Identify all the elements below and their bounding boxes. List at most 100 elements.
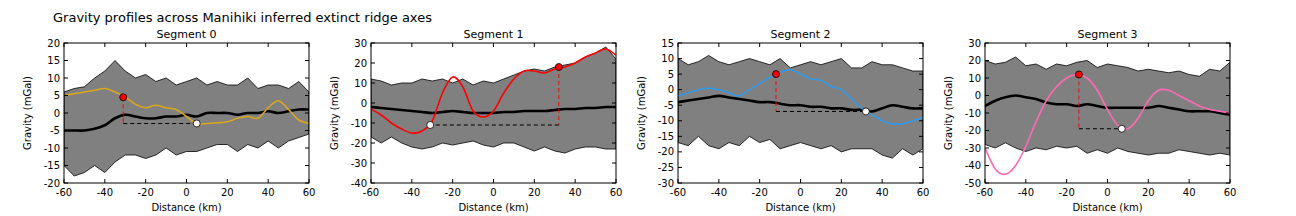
y-tick-label: -40 — [351, 178, 367, 189]
x-tick-label: 0 — [797, 187, 803, 198]
y-tick-label: 20 — [354, 58, 367, 69]
x-tick — [718, 43, 719, 47]
plot-area — [985, 57, 1230, 174]
y-tick — [64, 148, 68, 149]
y-tick-label: 15 — [47, 55, 60, 66]
subplot-title: Segment 3 — [1078, 28, 1138, 41]
y-tick-label: 0 — [54, 108, 60, 119]
x-tick — [800, 43, 801, 47]
y-tick — [919, 43, 923, 44]
subplot-title: Segment 0 — [157, 28, 217, 41]
x-tick — [1230, 43, 1231, 47]
x-tick-label: -40 — [97, 187, 113, 198]
y-tick-label: -10 — [965, 108, 981, 119]
x-tick — [411, 179, 412, 183]
x-tick — [1025, 43, 1026, 47]
peak-drop-line — [1078, 75, 1079, 129]
y-tick — [64, 113, 68, 114]
x-tick — [882, 179, 883, 183]
y-tick — [678, 183, 682, 184]
y-tick-label: -30 — [658, 178, 674, 189]
y-tick-label: -40 — [965, 160, 981, 171]
x-tick-label: -20 — [444, 187, 460, 198]
y-tick-label: 30 — [354, 38, 367, 49]
x-tick — [493, 179, 494, 183]
y-tick — [1226, 78, 1230, 79]
y-tick — [678, 58, 682, 59]
y-tick — [64, 165, 68, 166]
y-tick — [612, 123, 616, 124]
x-tick — [616, 43, 617, 47]
y-tick — [919, 136, 923, 137]
mean-line — [678, 96, 923, 112]
y-tick — [1226, 95, 1230, 96]
x-tick-label: 60 — [610, 187, 623, 198]
y-tick — [64, 183, 68, 184]
plot-area — [678, 55, 923, 158]
x-tick-label: -60 — [977, 187, 993, 198]
x-tick-label: 20 — [528, 187, 541, 198]
plot-area — [64, 61, 309, 177]
y-tick-label: 20 — [968, 55, 981, 66]
x-tick-label: 20 — [1142, 187, 1155, 198]
plot-area — [371, 47, 616, 153]
x-tick — [678, 179, 679, 183]
y-tick — [678, 151, 682, 152]
x-tick — [678, 43, 679, 47]
y-tick — [985, 43, 989, 44]
x-tick — [923, 179, 924, 183]
envelope-band — [371, 47, 616, 153]
y-tick-label: 10 — [47, 73, 60, 84]
x-tick-label: -20 — [1058, 187, 1074, 198]
x-tick — [575, 43, 576, 47]
x-tick-label: -60 — [56, 187, 72, 198]
peak-marker — [555, 64, 562, 71]
y-tick — [371, 83, 375, 84]
trough-marker — [862, 108, 869, 115]
peak-drop-line — [123, 97, 124, 123]
x-tick — [534, 43, 535, 47]
x-tick-label: -20 — [137, 187, 153, 198]
x-tick — [145, 179, 146, 183]
y-tick — [371, 63, 375, 64]
y-tick — [985, 60, 989, 61]
x-tick — [759, 43, 760, 47]
x-tick — [104, 43, 105, 47]
y-tick — [371, 103, 375, 104]
y-tick — [678, 105, 682, 106]
trough-level-line — [123, 123, 196, 124]
x-tick-label: 20 — [221, 187, 234, 198]
x-axis-label: Distance (km) — [1072, 202, 1142, 213]
x-tick — [1066, 43, 1067, 47]
y-tick — [985, 183, 989, 184]
y-tick — [985, 148, 989, 149]
x-tick-label: 0 — [490, 187, 496, 198]
x-tick-label: -40 — [711, 187, 727, 198]
y-axis-label: Gravity (mGal) — [329, 76, 340, 150]
y-tick — [305, 183, 309, 184]
x-tick-label: 60 — [917, 187, 930, 198]
x-tick — [186, 43, 187, 47]
trough-level-line — [1079, 128, 1122, 129]
x-axis-label: Distance (km) — [458, 202, 528, 213]
y-tick-label: -5 — [664, 100, 674, 111]
y-tick — [371, 43, 375, 44]
x-tick — [1189, 179, 1190, 183]
y-tick — [305, 165, 309, 166]
y-tick — [1226, 60, 1230, 61]
axes-frame — [64, 43, 309, 183]
y-tick — [64, 95, 68, 96]
y-tick — [305, 130, 309, 131]
x-tick — [923, 43, 924, 47]
x-tick — [1148, 43, 1149, 47]
y-tick — [919, 89, 923, 90]
suptitle: Gravity profiles across Manihiki inferre… — [53, 10, 432, 25]
profile-line — [985, 75, 1230, 175]
x-tick-label: 40 — [569, 187, 582, 198]
y-tick — [64, 60, 68, 61]
y-tick-label: 10 — [661, 53, 674, 64]
x-tick — [309, 43, 310, 47]
y-tick — [305, 60, 309, 61]
y-tick-label: -20 — [351, 138, 367, 149]
y-tick-label: -15 — [44, 160, 60, 171]
